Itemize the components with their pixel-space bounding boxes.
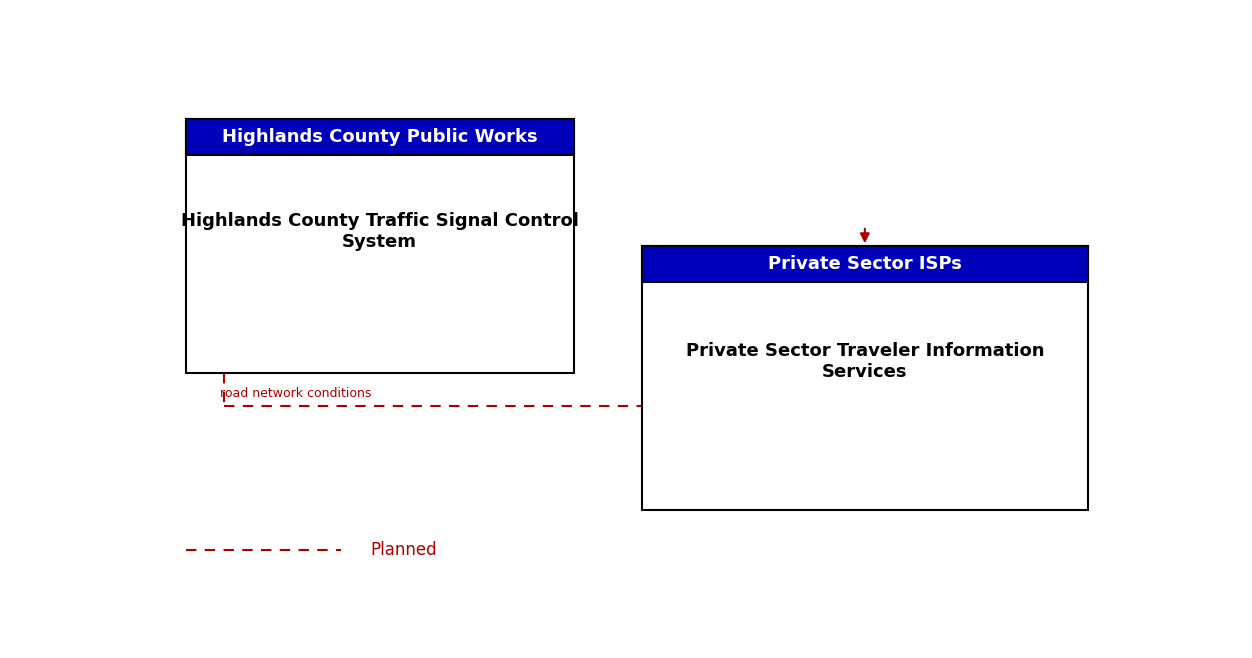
Text: road network conditions: road network conditions [219, 387, 371, 399]
Text: Planned: Planned [371, 541, 437, 559]
Bar [185, 120, 573, 155]
Text: Private Sector ISPs: Private Sector ISPs [767, 255, 962, 273]
Bar [641, 246, 1088, 282]
Text: Highlands County Public Works: Highlands County Public Works [222, 128, 537, 146]
Bar [641, 246, 1088, 509]
Text: Private Sector Traveler Information
Services: Private Sector Traveler Information Serv… [686, 342, 1044, 381]
Bar [185, 120, 573, 373]
Text: Highlands County Traffic Signal Control
System: Highlands County Traffic Signal Control … [180, 212, 578, 251]
